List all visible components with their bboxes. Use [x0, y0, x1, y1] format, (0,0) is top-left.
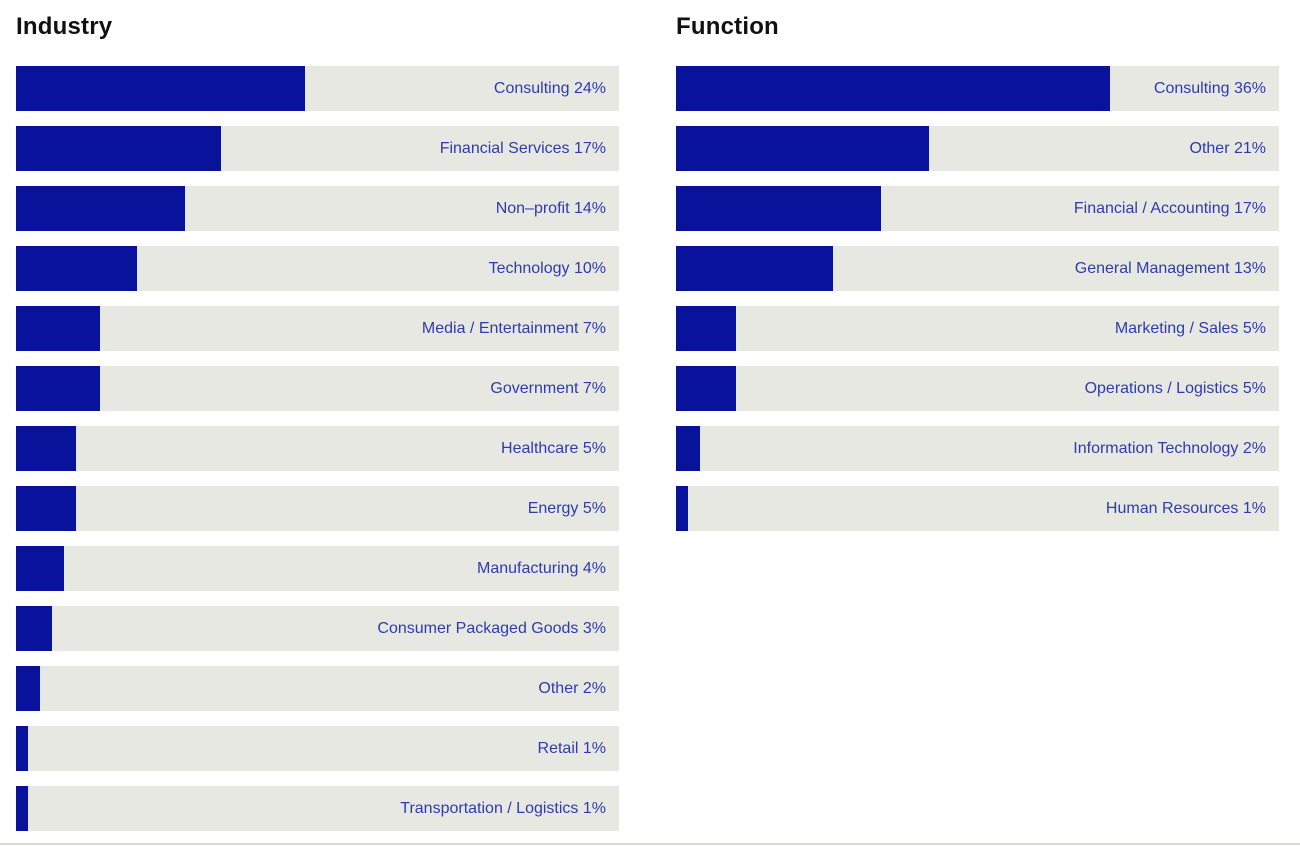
bar-row: Financial Services 17%	[16, 126, 619, 171]
bar-label: Media / Entertainment 7%	[421, 319, 606, 337]
bar-label: Other 21%	[1189, 139, 1266, 157]
bar-row: Financial / Accounting 17%	[676, 186, 1279, 231]
bar-row: Retail 1%	[16, 726, 619, 771]
bar-fill	[16, 606, 53, 651]
bar-row: Government 7%	[16, 366, 619, 411]
bar-fill	[676, 126, 930, 171]
bar-label: Consumer Packaged Goods 3%	[377, 619, 606, 637]
bar-row: Consulting 36%	[676, 66, 1279, 111]
bar-fill	[676, 426, 701, 471]
bar-fill	[16, 486, 77, 531]
industry-chart: Industry Consulting 24% Financial Service…	[16, 12, 619, 846]
bar-fill	[676, 486, 689, 531]
bar-label: Energy 5%	[527, 499, 606, 517]
bar-fill	[676, 366, 737, 411]
bar-row: Healthcare 5%	[16, 426, 619, 471]
function-chart-rows: Consulting 36% Other 21% Financial / Accou…	[676, 66, 1279, 531]
bar-fill	[676, 246, 833, 291]
bottom-divider	[0, 843, 1300, 845]
bar-label: Financial / Accounting 17%	[1073, 199, 1266, 217]
bar-fill	[16, 786, 29, 831]
bar-fill	[16, 426, 77, 471]
bar-row: Human Resources 1%	[676, 486, 1279, 531]
bar-row: Other 21%	[676, 126, 1279, 171]
bar-label: Non–profit 14%	[495, 199, 606, 217]
bar-fill	[16, 186, 185, 231]
bar-label: General Management 13%	[1074, 259, 1266, 277]
bar-fill	[16, 306, 101, 351]
bar-row: Media / Entertainment 7%	[16, 306, 619, 351]
bar-label: Healthcare 5%	[501, 439, 606, 457]
bar-row: General Management 13%	[676, 246, 1279, 291]
bar-row: Non–profit 14%	[16, 186, 619, 231]
industry-chart-rows: Consulting 24% Financial Services 17% Non–…	[16, 66, 619, 831]
bar-label: Operations / Logistics 5%	[1084, 379, 1266, 397]
bar-row: Operations / Logistics 5%	[676, 366, 1279, 411]
bar-row: Marketing / Sales 5%	[676, 306, 1279, 351]
bar-label: Technology 10%	[488, 259, 606, 277]
bar-row: Manufacturing 4%	[16, 546, 619, 591]
bar-row: Consulting 24%	[16, 66, 619, 111]
bar-label: Financial Services 17%	[439, 139, 606, 157]
bar-fill	[16, 726, 29, 771]
bar-fill	[16, 126, 222, 171]
bar-row: Other 2%	[16, 666, 619, 711]
bar-fill	[676, 186, 882, 231]
bar-fill	[16, 366, 101, 411]
function-chart-title: Function	[676, 13, 779, 40]
bar-label: Retail 1%	[537, 739, 606, 757]
bar-label: Information Technology 2%	[1073, 439, 1266, 457]
bar-label: Other 2%	[538, 679, 606, 697]
bar-label: Manufacturing 4%	[477, 559, 606, 577]
bar-label: Human Resources 1%	[1105, 499, 1266, 517]
industry-chart-title: Industry	[16, 13, 113, 40]
bar-fill	[16, 546, 65, 591]
function-chart: Function Consulting 36% Other 21% Financia…	[676, 12, 1279, 846]
bar-fill	[16, 66, 306, 111]
bar-fill	[16, 246, 137, 291]
bar-label: Consulting 36%	[1153, 79, 1266, 97]
bar-label: Government 7%	[490, 379, 606, 397]
bar-row: Consumer Packaged Goods 3%	[16, 606, 619, 651]
bar-label: Marketing / Sales 5%	[1114, 319, 1266, 337]
bar-fill	[16, 666, 41, 711]
bar-fill	[676, 306, 737, 351]
bar-row: Energy 5%	[16, 486, 619, 531]
bar-label: Consulting 24%	[493, 79, 606, 97]
bar-row: Information Technology 2%	[676, 426, 1279, 471]
bar-label: Transportation / Logistics 1%	[400, 799, 606, 817]
bar-row: Transportation / Logistics 1%	[16, 786, 619, 831]
bar-fill	[676, 66, 1111, 111]
bar-row: Technology 10%	[16, 246, 619, 291]
